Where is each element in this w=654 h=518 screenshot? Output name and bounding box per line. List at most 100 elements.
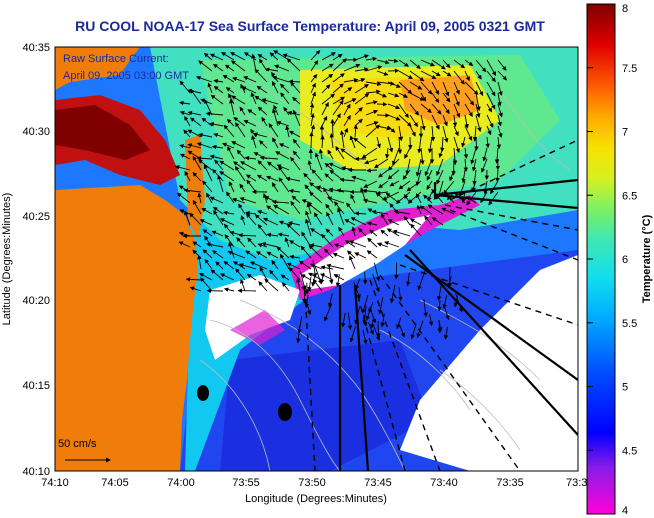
current-vector	[416, 204, 422, 215]
current-vector	[376, 59, 390, 65]
current-vector	[486, 114, 494, 128]
current-vector	[257, 160, 268, 171]
current-vector	[241, 86, 257, 94]
current-vector	[375, 192, 389, 204]
current-vector	[393, 209, 411, 215]
current-vector	[321, 84, 331, 94]
colorbar-tick-label: 4.5	[622, 445, 637, 457]
current-vector	[224, 64, 235, 72]
y-axis-label: Latitude (Degrees:Minutes)	[1, 193, 13, 326]
current-vector	[369, 229, 378, 237]
current-vector	[475, 103, 481, 118]
current-vector	[335, 145, 345, 160]
current-vector	[268, 123, 279, 138]
current-vector	[253, 132, 268, 138]
current-vector	[196, 156, 213, 161]
current-vector	[211, 230, 224, 237]
current-vector	[233, 116, 246, 127]
current-vector	[219, 171, 235, 182]
current-vector	[453, 70, 465, 85]
current-vector	[266, 232, 279, 238]
current-vector	[365, 121, 379, 127]
current-vector	[396, 317, 402, 330]
current-vector	[178, 241, 191, 248]
current-vector	[215, 261, 224, 270]
current-vector	[431, 92, 440, 104]
current-vector	[387, 81, 401, 88]
current-vector	[223, 260, 235, 270]
current-vector	[428, 314, 434, 327]
current-vector	[203, 52, 213, 61]
current-vector	[321, 233, 334, 248]
current-vector	[464, 125, 473, 142]
current-vector	[343, 114, 351, 127]
current-vector	[349, 135, 356, 149]
current-vector	[485, 136, 490, 149]
current-vector	[290, 200, 301, 215]
current-vector	[266, 161, 279, 171]
colorbar-tick-label: 5	[622, 382, 628, 394]
current-vector	[495, 169, 500, 183]
current-vector	[243, 52, 257, 61]
current-vector	[355, 278, 361, 291]
current-vector	[362, 198, 378, 204]
current-vector	[461, 191, 466, 204]
inset-line-2: April 09, 2005 03:00 GMT	[63, 70, 189, 82]
x-tick: 74:00	[167, 477, 195, 489]
current-vector	[296, 277, 301, 292]
y-tick: 40:25	[22, 211, 50, 223]
current-vector	[326, 211, 334, 226]
figure-title: RU COOL NOAA-17 Sea Surface Temperature:…	[75, 18, 545, 34]
current-vector	[431, 59, 446, 70]
current-vector	[464, 81, 479, 95]
current-vector	[354, 306, 361, 325]
x-tick: 74:10	[41, 477, 69, 489]
map-area	[55, 47, 578, 471]
current-vector	[442, 81, 450, 97]
colorbar-tick-label: 7	[622, 127, 628, 139]
current-vector	[311, 169, 323, 182]
current-vector	[365, 100, 378, 105]
current-vector	[261, 241, 279, 248]
current-vector	[440, 136, 445, 153]
current-vector	[387, 219, 400, 226]
current-vector	[366, 221, 378, 226]
current-vector	[409, 125, 416, 137]
current-vector	[441, 207, 455, 215]
current-vector	[362, 329, 368, 345]
current-vector	[442, 70, 452, 77]
current-vector	[423, 299, 428, 318]
current-vector	[347, 312, 353, 331]
current-vector	[378, 297, 384, 315]
current-vector	[239, 106, 246, 116]
current-vector	[213, 210, 224, 226]
current-vector	[307, 202, 323, 215]
current-vector	[307, 276, 312, 292]
current-vector	[409, 103, 420, 116]
current-vector	[179, 153, 191, 160]
current-vector	[212, 63, 224, 72]
current-vector	[405, 273, 411, 287]
current-vector	[365, 89, 381, 95]
current-vector	[427, 136, 433, 154]
new-york-land	[55, 47, 140, 90]
current-vector	[398, 125, 404, 142]
current-vector	[199, 273, 213, 281]
current-vector	[437, 319, 443, 332]
current-vector	[310, 228, 323, 237]
current-vector	[376, 136, 381, 149]
current-vector	[339, 177, 356, 183]
current-vector	[452, 114, 458, 128]
current-vector	[471, 180, 477, 193]
colorbar-tick-label: 4	[622, 505, 628, 517]
current-vector	[284, 236, 290, 248]
current-vector	[320, 134, 325, 149]
current-vector	[358, 227, 367, 237]
current-vector	[261, 116, 268, 127]
current-vector	[470, 147, 477, 165]
current-vector	[392, 147, 400, 166]
current-vector	[497, 81, 503, 96]
current-vector	[442, 125, 449, 143]
current-vector	[369, 306, 377, 324]
current-vector	[239, 183, 246, 193]
